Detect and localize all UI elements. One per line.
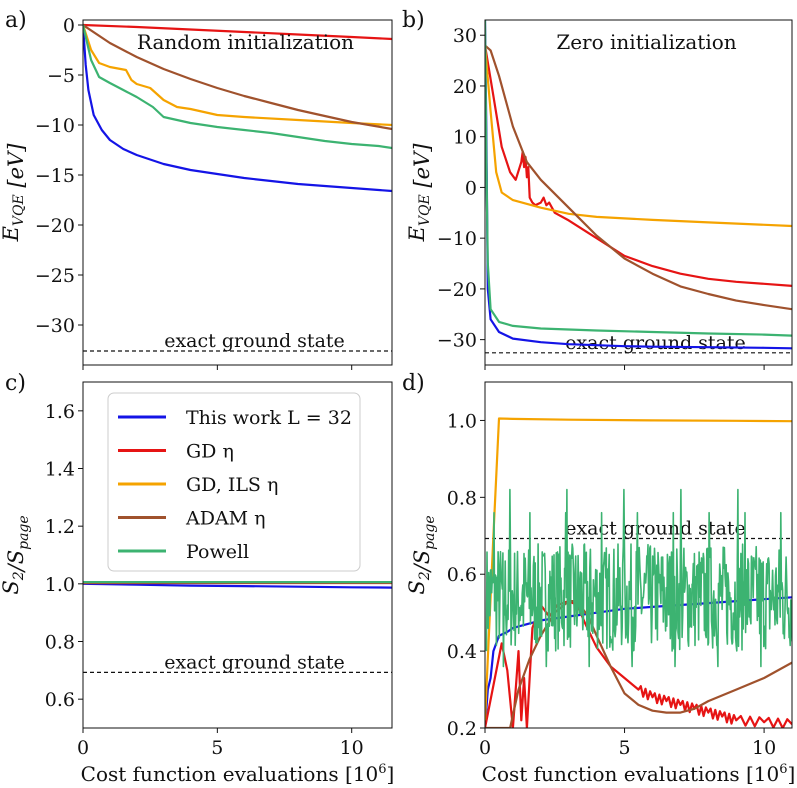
y-tick-label: −10 [35, 115, 75, 137]
x-tick-label: 10 [752, 737, 776, 759]
panel-letter: a) [5, 8, 27, 33]
x-axis-label: Cost function evaluations [106] [81, 762, 395, 786]
series-group [485, 20, 792, 350]
y-tick-label: 20 [453, 76, 477, 98]
series-group [83, 581, 392, 589]
reference-label: exact ground state [164, 651, 345, 673]
panel-a: a) exact ground state 0 −5 −10 −15 −20 −25 −30 EV… [0, 8, 393, 370]
y-tick-label: 1.0 [45, 574, 75, 596]
series-line-0 [83, 582, 392, 589]
y-tick-label: 0.2 [447, 718, 477, 740]
series-line-4 [485, 488, 792, 668]
y-axis-label: EVQE [eV] [0, 143, 28, 243]
y-tick-label: 1.2 [45, 516, 75, 538]
legend-label-2: GD, ILS η [186, 474, 278, 496]
y-axis-label-text: S2/Spage [0, 515, 32, 594]
axes-frame [484, 19, 793, 366]
y-tick-label: −20 [35, 215, 75, 237]
y-axis-label-text: EVQE [eV] [405, 143, 434, 243]
y-axis-label: S2/Spage [405, 515, 438, 594]
panel-letter: b) [402, 8, 425, 33]
series-line-4 [485, 20, 792, 337]
y-axis-label-text: EVQE [eV] [0, 143, 28, 243]
y-tick-label: 1.4 [45, 459, 75, 481]
y-tick-label: 0.8 [447, 487, 477, 509]
y-tick-label: 0 [465, 177, 477, 199]
x-tick-label: 5 [618, 737, 630, 759]
x-tick-label: 5 [211, 737, 223, 759]
panel-title: Zero initialization [556, 30, 736, 54]
series-line-3 [485, 600, 792, 728]
series-line-3 [83, 24, 392, 131]
series-group [83, 23, 392, 193]
y-tick-label: 30 [453, 25, 477, 47]
y-tick-label: −25 [35, 265, 75, 287]
y-axis-label-text: S2/Spage [405, 515, 438, 594]
y-tick-label: 0.8 [45, 632, 75, 654]
panel-b: b) exact ground state 30 20 10 0 −10 −20 −30 EVQE… [402, 8, 793, 370]
reference-label: exact ground state [164, 330, 345, 352]
y-tick-label: 0.6 [45, 689, 75, 711]
axes-frame [82, 19, 393, 366]
series-group [485, 417, 792, 728]
reference-label: exact ground state [565, 332, 746, 354]
x-axis-label: Cost function evaluations [106] [482, 762, 796, 786]
series-line-3 [485, 44, 792, 311]
legend-label-0: This work L = 32 [186, 407, 352, 429]
legend-label-3: ADAM η [185, 508, 266, 530]
y-tick-label: −30 [437, 330, 477, 352]
y-axis-label: S2/Spage [0, 515, 32, 594]
x-tick-label: 0 [77, 737, 89, 759]
y-tick-label: 1.0 [447, 410, 477, 432]
y-tick-label: −15 [35, 165, 75, 187]
series-line-0 [485, 20, 792, 350]
panel-letter: c) [5, 371, 26, 396]
y-tick-label: −10 [437, 228, 477, 250]
legend-box [107, 392, 361, 572]
y-tick-label: 1.6 [45, 401, 75, 423]
y-tick-label: 0.6 [447, 564, 477, 586]
y-tick-label: 0 [63, 15, 75, 37]
series-line-1 [485, 45, 792, 287]
panel-title: Random initialization [137, 30, 354, 54]
series-line-2 [485, 45, 792, 228]
axes-frame [82, 381, 393, 729]
series-line-1 [83, 23, 392, 41]
y-tick-label: −30 [35, 315, 75, 337]
y-axis-label: EVQE [eV] [405, 143, 434, 243]
y-tick-label: −20 [437, 279, 477, 301]
y-tick-label: −5 [47, 65, 75, 87]
panel-d: d) exact ground state 0.2 0.4 0.6 0.8 1.0 0 5 10 S… [402, 371, 795, 786]
series-line-4 [83, 24, 392, 150]
legend-label-4: Powell [186, 541, 249, 563]
reference-label: exact ground state [565, 517, 746, 539]
panel-c: c) exact ground state 0.6 0.8 1.0 1.2 1.4 1.6 0 5… [0, 371, 394, 786]
y-tick-label: 10 [453, 127, 477, 149]
axes-frame [484, 381, 793, 729]
legend: This work L = 32 GD η GD, ILS η ADAM η Powel… [107, 392, 361, 572]
series-line-0 [83, 24, 392, 193]
x-tick-label: 10 [340, 737, 364, 759]
x-tick-label: 0 [479, 737, 491, 759]
series-line-2 [83, 24, 392, 127]
legend-label-1: GD η [186, 441, 234, 463]
y-tick-label: 0.4 [447, 641, 477, 663]
panel-letter: d) [402, 371, 425, 396]
